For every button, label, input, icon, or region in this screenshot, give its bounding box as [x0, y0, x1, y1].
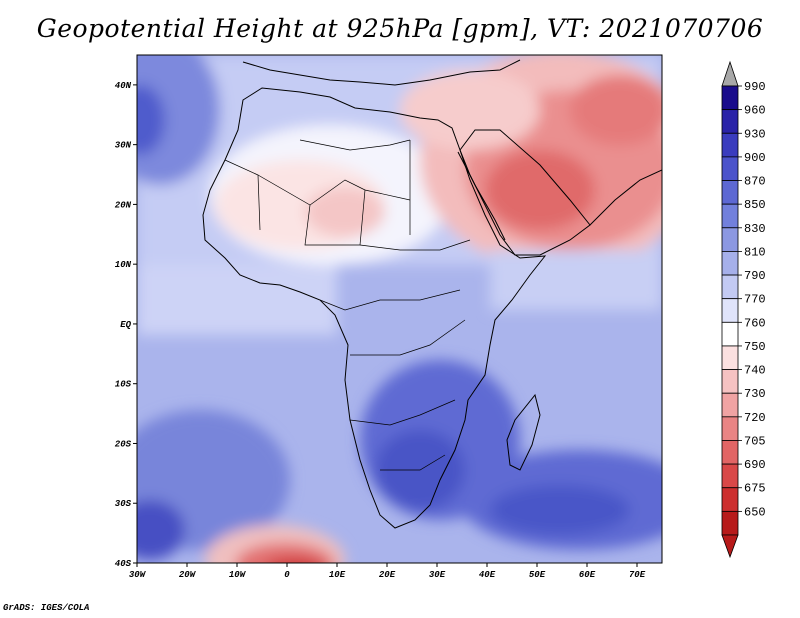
colorbar-swatch	[721, 156, 739, 181]
colorbar-label: 830	[744, 222, 766, 236]
lon-tick-label: 70E	[629, 570, 646, 580]
lon-tick-label: 50E	[529, 570, 546, 580]
colorbar-label: 850	[744, 198, 766, 212]
colorbar-label: 705	[744, 434, 766, 448]
lat-tick-label: 10S	[115, 380, 132, 390]
colorbar-swatch	[721, 321, 739, 347]
height-field-shading	[137, 55, 662, 563]
longitude-ticks: 30W 20W 10W 0 10E 20E 30E 40E 50E 60E 70E	[129, 563, 646, 580]
colorbar-swatch	[721, 180, 739, 205]
arabia-coastline	[459, 129, 591, 256]
colorbar-label: 930	[744, 127, 766, 141]
latitude-ticks: 40N 30N 20N 10N EQ 10S 20S 30S 40S	[115, 81, 137, 569]
lon-tick-label: 40E	[479, 570, 496, 580]
lat-tick-label: EQ	[120, 320, 131, 330]
lon-tick-label: 10W	[229, 570, 247, 580]
lon-tick-label: 60E	[579, 570, 596, 580]
colorbar-swatch	[721, 345, 739, 370]
colorbar-label: 675	[744, 482, 766, 496]
colorbar-label: 720	[744, 411, 766, 425]
colorbar-swatch	[721, 487, 739, 512]
lat-tick-label: 40N	[115, 81, 132, 91]
colorbar-label: 870	[744, 175, 766, 189]
colorbar-label: 770	[744, 293, 766, 307]
colorbar-label: 750	[744, 340, 766, 354]
europe-coastline	[242, 59, 521, 86]
colorbar-top-arrow	[721, 60, 739, 87]
red-sea	[457, 151, 506, 241]
colorbar-swatch	[721, 392, 739, 418]
colorbar-bottom-arrow	[721, 534, 739, 559]
colorbar-swatch	[721, 510, 739, 536]
country-borders	[224, 139, 471, 471]
lat-tick-label: 30S	[115, 499, 132, 509]
colorbar-swatch	[721, 463, 739, 489]
asia-coastline	[589, 169, 662, 226]
colorbar-swatch	[721, 274, 739, 300]
colorbar-label: 690	[744, 458, 766, 472]
map-title: Geopotential Height at 925hPa [gpm], VT:…	[36, 14, 764, 43]
lon-tick-label: 20W	[179, 570, 197, 580]
lat-tick-label: 20N	[115, 200, 132, 210]
colorbar: 990 960 930 900 870 850 830 810 790 770 760 750 740 7…	[721, 60, 766, 559]
map-frame	[136, 54, 663, 564]
lat-tick-label: 30N	[115, 141, 132, 151]
colorbar-swatch	[721, 440, 739, 465]
colorbar-label: 900	[744, 151, 766, 165]
colorbar-label: 740	[744, 364, 766, 378]
colorbar-label: 990	[744, 80, 766, 94]
coastlines	[202, 59, 662, 529]
colorbar-swatch	[721, 416, 739, 441]
lon-tick-label: 0	[284, 570, 290, 580]
colorbar-swatch	[721, 251, 739, 276]
colorbar-swatch	[721, 227, 739, 252]
lat-tick-label: 40S	[115, 559, 132, 569]
madagascar-coastline	[506, 393, 541, 471]
lat-tick-label: 20S	[115, 439, 132, 449]
grads-credit: GrADS: IGES/COLA	[3, 603, 90, 613]
lon-tick-label: 20E	[379, 570, 396, 580]
colorbar-label: 730	[744, 387, 766, 401]
colorbar-swatch	[721, 369, 739, 394]
colorbar-label: 650	[744, 505, 766, 519]
colorbar-swatch	[721, 109, 739, 134]
colorbar-swatch	[721, 298, 739, 323]
africa-coastline	[202, 87, 547, 529]
lon-tick-label: 10E	[329, 570, 346, 580]
colorbar-label: 810	[744, 245, 766, 259]
colorbar-swatch	[721, 132, 739, 158]
lon-tick-label: 30E	[429, 570, 446, 580]
lon-tick-label: 30W	[129, 570, 147, 580]
colorbar-label: 960	[744, 104, 766, 118]
colorbar-swatch	[721, 203, 739, 229]
colorbar-label: 790	[744, 269, 766, 283]
colorbar-swatch	[721, 85, 739, 111]
colorbar-label: 760	[744, 316, 766, 330]
lat-tick-label: 10N	[115, 260, 132, 270]
